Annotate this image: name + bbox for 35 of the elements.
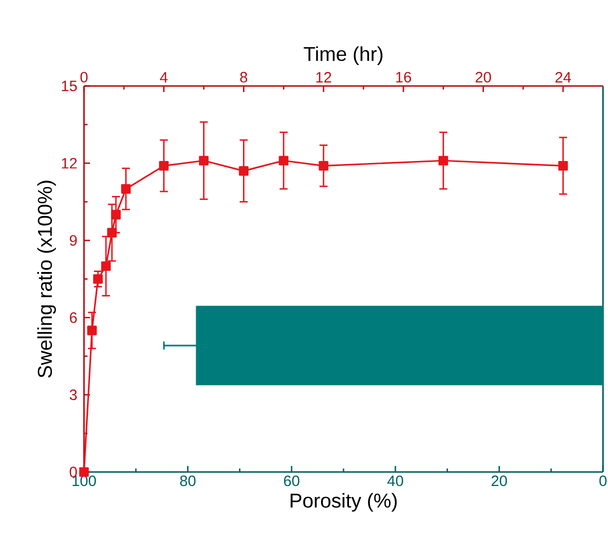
x-axis-title: Time (hr)	[304, 46, 382, 65]
point	[438, 156, 448, 166]
x-tick-label: 20	[476, 72, 491, 82]
y-axis-title: Swelling ratio (x100%)	[37, 180, 56, 378]
x-tick-label: 16	[396, 72, 412, 82]
x-tick-label: 12	[316, 72, 332, 82]
x-tick-label: 80	[180, 476, 196, 486]
point	[318, 160, 328, 171]
y-tick-label: 3	[70, 389, 77, 400]
x-tick-label: 40	[387, 476, 404, 486]
point	[87, 326, 97, 336]
point	[159, 160, 169, 171]
point	[238, 166, 248, 176]
x-tick-label: 8	[240, 72, 248, 82]
y-tick-label: 0	[70, 466, 77, 478]
x-tick-label: 0	[80, 72, 88, 82]
x-tick-label: 0	[599, 476, 607, 486]
x-tick-label: 20	[492, 476, 507, 486]
x-tick-label: 60	[284, 476, 300, 486]
point	[101, 261, 111, 271]
x-tick-label: 24	[555, 72, 571, 82]
point	[93, 274, 103, 284]
point	[278, 156, 288, 166]
x-tick-label: 4	[160, 72, 168, 82]
x-tick-label: 100	[72, 476, 96, 486]
x-axis-title: Porosity (%)	[290, 493, 397, 512]
y-tick-label: 9	[70, 235, 77, 246]
point	[107, 228, 117, 238]
y-tick-label: 12	[62, 158, 77, 168]
point	[558, 160, 568, 171]
point	[121, 184, 131, 194]
point	[111, 210, 121, 220]
y-tick-label: 6	[70, 312, 77, 323]
point	[198, 156, 209, 166]
y-tick-label: 15	[62, 80, 77, 92]
